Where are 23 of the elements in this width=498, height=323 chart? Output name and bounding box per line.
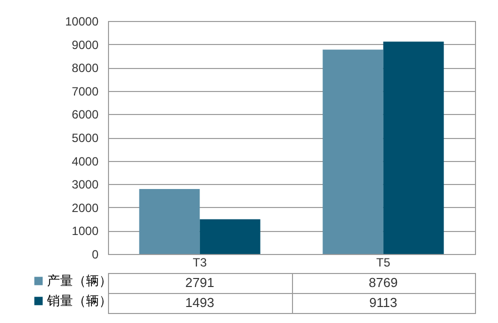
bar bbox=[383, 42, 444, 254]
x-tick-label: T5 bbox=[376, 256, 391, 270]
y-tick-label: 10000 bbox=[65, 14, 99, 28]
data-label: 9113 bbox=[369, 295, 398, 310]
y-tick-label: 4000 bbox=[72, 154, 99, 168]
y-tick-label: 7000 bbox=[72, 84, 99, 98]
data-label: 2791 bbox=[185, 275, 214, 290]
data-label: 8769 bbox=[368, 275, 398, 290]
y-tick-label: 1000 bbox=[72, 224, 99, 238]
y-tick-label: 9000 bbox=[72, 38, 99, 52]
y-tick-label: 3000 bbox=[72, 178, 99, 192]
legend-label: 销量（辆） bbox=[46, 293, 112, 308]
bar bbox=[200, 219, 260, 254]
x-tick-label: T3 bbox=[192, 256, 208, 270]
y-tick-label: 6000 bbox=[72, 108, 99, 122]
y-tick-label: 5000 bbox=[72, 131, 99, 145]
bar bbox=[139, 188, 200, 254]
y-tick-label: 0 bbox=[92, 248, 99, 262]
legend-label: 产量（辆） bbox=[47, 273, 112, 288]
y-tick-label: 2000 bbox=[72, 200, 99, 215]
bar bbox=[322, 50, 384, 254]
data-label: 1493 bbox=[185, 295, 214, 310]
y-tick-label: 8000 bbox=[72, 61, 99, 76]
